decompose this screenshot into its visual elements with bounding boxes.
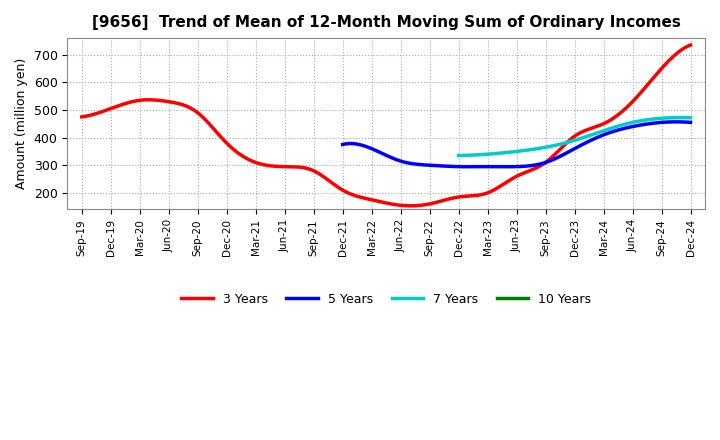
Line: 3 Years: 3 Years: [82, 45, 690, 206]
3 Years: [686, 42, 695, 48]
5 Years: [503, 164, 511, 169]
Legend: 3 Years, 5 Years, 7 Years, 10 Years: 3 Years, 5 Years, 7 Years, 10 Years: [176, 288, 596, 311]
3 Years: [462, 194, 471, 199]
5 Years: [558, 153, 567, 158]
3 Years: [318, 173, 327, 179]
3 Years: [78, 114, 86, 120]
7 Years: [530, 147, 539, 152]
Title: [9656]  Trend of Mean of 12-Month Moving Sum of Ordinary Incomes: [9656] Trend of Mean of 12-Month Moving …: [91, 15, 680, 30]
7 Years: [482, 152, 491, 157]
7 Years: [621, 121, 630, 127]
3 Years: [407, 203, 415, 209]
3 Years: [276, 164, 284, 169]
7 Years: [623, 121, 631, 126]
5 Years: [476, 164, 485, 169]
5 Years: [672, 119, 681, 125]
5 Years: [590, 136, 599, 141]
5 Years: [686, 120, 695, 125]
5 Years: [592, 135, 600, 140]
5 Years: [451, 164, 460, 169]
Line: 7 Years: 7 Years: [459, 117, 690, 156]
7 Years: [454, 153, 463, 158]
7 Years: [686, 115, 695, 121]
3 Years: [150, 97, 159, 103]
3 Years: [518, 171, 527, 176]
Line: 5 Years: 5 Years: [343, 122, 690, 167]
3 Years: [521, 170, 530, 175]
5 Years: [380, 152, 389, 157]
7 Years: [677, 115, 685, 120]
7 Years: [546, 144, 554, 149]
7 Years: [600, 128, 609, 133]
5 Years: [338, 142, 347, 147]
Y-axis label: Amount (million yen): Amount (million yen): [15, 58, 28, 189]
